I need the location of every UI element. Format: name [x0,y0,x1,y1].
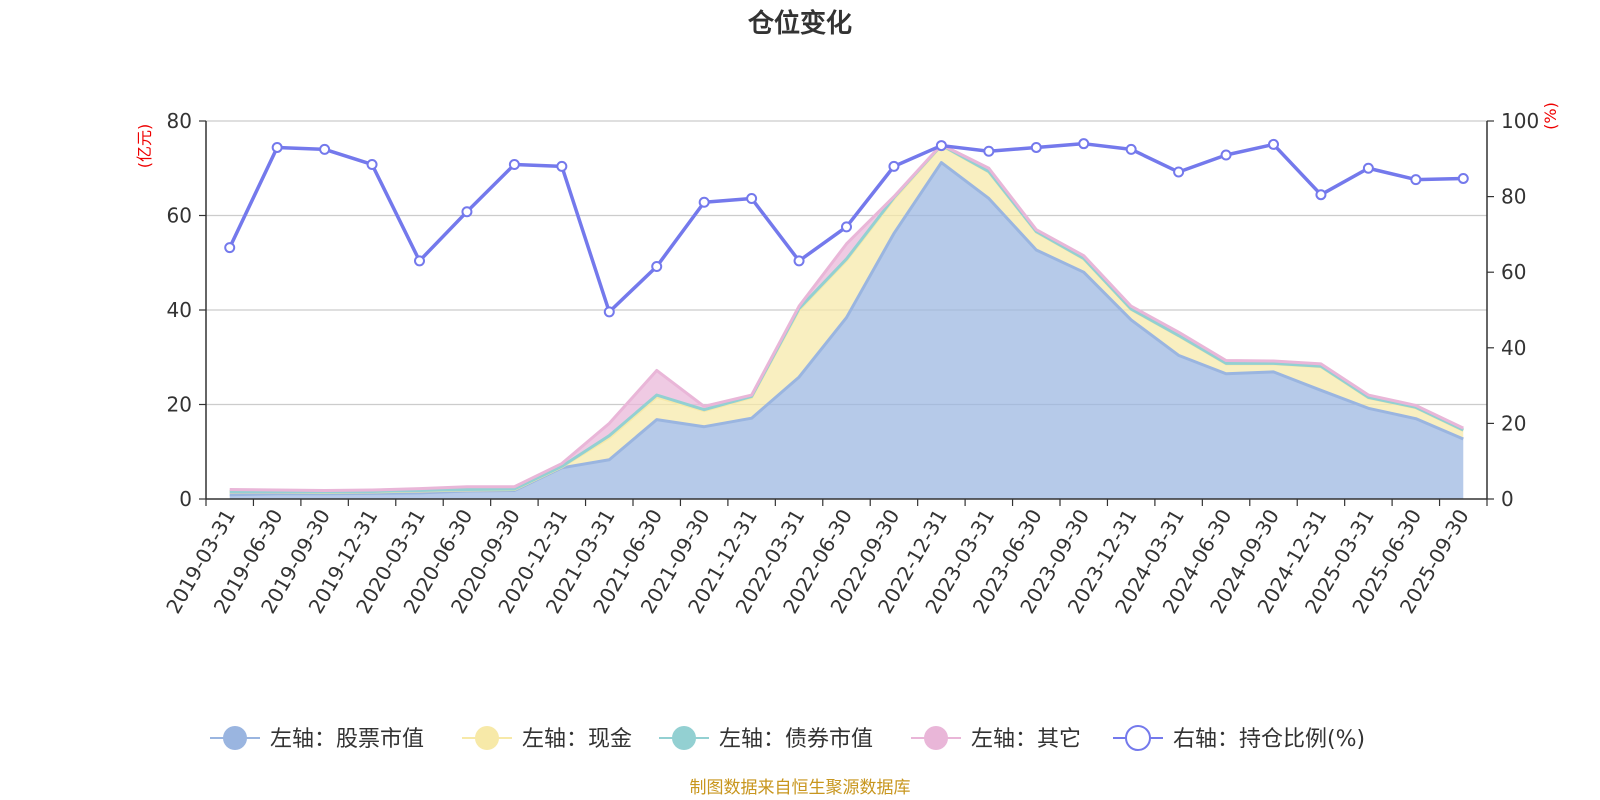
ratio-point [698,196,710,208]
legend-item[interactable]: 右轴：持仓比例(%) [1113,725,1365,752]
ratio-point [793,255,805,267]
left-axis-label: 0 [179,487,192,511]
right-axis-label: 0 [1501,487,1514,511]
chart-title: 仓位变化 [747,8,852,39]
ratio-point [271,141,283,153]
ratio-point [414,255,425,267]
legend-label: 左轴：其它 [971,727,1081,752]
ratio-point [746,192,758,204]
ratio-point [1268,138,1279,150]
ratio-point [1410,174,1422,186]
legend[interactable]: 左轴：股票市值 左轴：现金 左轴：债券市值 左轴：其它 右轴：持仓比例(%) [210,725,1365,752]
legend-label: 左轴：现金 [522,727,632,752]
ratio-point [651,261,663,273]
ratio-point [224,242,236,254]
data-source-note: 制图数据来自恒生聚源数据库 [690,778,911,798]
area-line [229,143,1464,494]
ratio-point [983,145,995,157]
right-axis-unit: (%) [1541,102,1560,130]
legend-swatch-marker [1125,725,1151,751]
ratio-point [1078,138,1090,150]
left-axis-unit: (亿元) [135,124,154,169]
ratio-point [935,140,947,152]
legend-item[interactable]: 左轴：债券市值 [659,726,873,752]
legend-item[interactable]: 左轴：其它 [911,726,1081,752]
area-band [229,162,1464,499]
legend-label: 左轴：债券市值 [719,727,873,752]
legend-swatch-marker [672,726,696,750]
ratio-point [1173,166,1185,178]
area-line [229,161,1464,497]
ratio-point [556,160,568,172]
ratio-point [888,160,900,172]
ratio-point [1125,143,1137,155]
legend-item[interactable]: 左轴：现金 [462,726,632,752]
legend-label: 左轴：股票市值 [270,727,424,752]
right-axis-label: 20 [1501,411,1526,435]
legend-item[interactable]: 左轴：股票市值 [210,726,424,752]
right-axis-label: 40 [1501,336,1526,360]
left-axis-label: 60 [167,204,192,228]
area-line [229,143,1464,492]
ratio-point [1457,172,1469,184]
ratio-point [366,158,378,170]
ratio-point [603,306,615,318]
legend-swatch-marker [223,726,247,750]
stacked-areas [229,143,1464,499]
ratio-point [508,158,520,170]
ratio-point [1315,189,1327,201]
ratio-point [1362,162,1374,174]
left-axis-label: 80 [167,109,192,133]
right-axis-label: 80 [1501,185,1526,209]
right-axis-label: 100 [1501,109,1539,133]
ratio-point [841,221,852,233]
legend-label: 右轴：持仓比例(%) [1173,727,1365,752]
right-axis-label: 60 [1501,260,1526,284]
legend-swatch-marker [924,726,948,750]
left-axis-label: 40 [167,298,192,322]
ratio-line [224,138,1469,318]
ratio-point [461,206,473,218]
ratio-point [1030,141,1042,153]
legend-swatch-marker [475,726,499,750]
left-axis-label: 20 [167,393,192,417]
ratio-point [1220,149,1232,161]
ratio-point [319,143,331,155]
